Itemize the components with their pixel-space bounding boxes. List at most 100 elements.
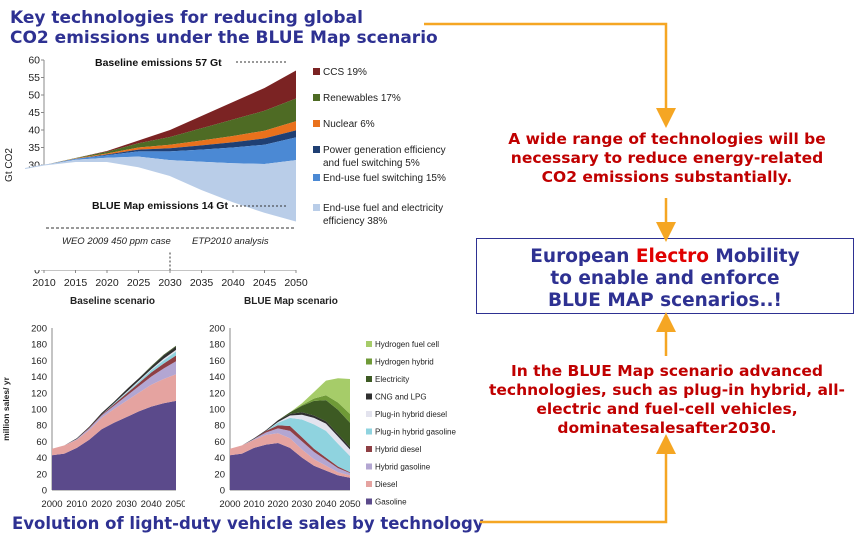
x-tick-label: 2010 (243, 499, 264, 510)
legend-swatch-0 (313, 68, 320, 75)
weo-annotation: WEO 2009 450 ppm case (62, 236, 171, 247)
legend-label-5: Plug-in hybrid diesel (375, 410, 447, 419)
emissions-wedge-4 (25, 137, 296, 169)
box-line-1: European Electro Mobility (477, 246, 853, 268)
y-tick-label: 0 (42, 486, 47, 497)
legend-label-1: Diesel (375, 480, 397, 489)
y-tick-label: 160 (209, 356, 225, 367)
right-text-bottom-line-1: In the BLUE Map scenario advanced (510, 362, 823, 380)
blue-map-line (25, 161, 297, 222)
legend-swatch-0 (366, 498, 372, 505)
x-tick-label: 2025 (127, 277, 151, 289)
bluemap-sales-chart: BLUE Map scenario02040608010012014016018… (209, 296, 456, 510)
y-tick-label: 55 (28, 72, 40, 84)
right-text-top: A wide range of technologies will be nec… (476, 130, 858, 187)
x-tick-label: 2040 (141, 499, 162, 510)
y-tick-label: 0 (34, 265, 40, 277)
legend-swatch-4 (313, 174, 320, 181)
y-axis-label: Gt CO2 (4, 148, 15, 182)
x-tick-label: 2030 (291, 499, 312, 510)
baseline-annotation: Baseline emissions 57 Gt (95, 57, 222, 69)
y-tick-label: 40 (214, 453, 225, 464)
y-tick-label: 20 (36, 469, 47, 480)
sales-area-2 (52, 361, 176, 449)
legend-swatch-6 (366, 393, 372, 400)
sales-area-2 (230, 428, 350, 476)
legend-swatch-9 (366, 341, 372, 347)
arrow-bottom (480, 434, 676, 524)
legend-label-0: CCS 19% (323, 67, 367, 78)
x-tick-label: 2040 (221, 277, 245, 289)
x-tick-label: 2010 (66, 499, 87, 510)
y-tick-label: 20 (214, 469, 225, 480)
y-tick-label: 200 (31, 324, 47, 335)
x-tick-label: 2045 (253, 277, 277, 289)
sales-area-1 (230, 433, 350, 478)
etp-annotation: ETP2010 analysis (192, 236, 269, 247)
y-tick-label: 140 (209, 372, 225, 383)
legend-label-3: Hybrid diesel (375, 445, 421, 454)
x-tick-label: 2050 (284, 277, 308, 289)
y-tick-label: 0 (220, 486, 225, 497)
y-tick-label: 40 (36, 453, 47, 464)
y-tick-label: 80 (214, 421, 225, 432)
legend-swatch-1 (313, 94, 320, 101)
legend-label-2: Nuclear 6% (323, 119, 375, 130)
chart-title: Baseline scenario (70, 296, 155, 307)
legend-swatch-3 (366, 446, 372, 452)
x-tick-label: 2040 (315, 499, 336, 510)
sales-area-0 (52, 400, 176, 490)
right-text-bottom-line-2: technologies, such as plug-in hybrid, al… (489, 381, 845, 399)
legend-label-3: Power generation efficiency (323, 145, 446, 156)
y-tick-label: 160 (31, 356, 47, 367)
right-text-bottom-line-4: dominatesalesafter2030. (557, 419, 777, 437)
legend-label-3: and fuel switching 5% (323, 158, 420, 169)
highlight-box: European Electro Mobility to enable and … (476, 238, 854, 314)
right-text-top-line-2: necessary to reduce energy-related (510, 149, 824, 167)
legend-label-7: Electricity (375, 375, 409, 384)
box-line-1-a: European (530, 246, 636, 267)
remaining-emissions-area (25, 161, 296, 270)
blue-annotation: BLUE Map emissions 14 Gt (92, 200, 228, 212)
x-tick-label: 2020 (267, 499, 288, 510)
y-tick-label: 30 (28, 160, 40, 172)
y-tick-label: 140 (31, 372, 47, 383)
sales-area-9 (230, 378, 350, 449)
x-tick-label: 2050 (339, 499, 360, 510)
x-tick-label: 2000 (41, 499, 62, 510)
emissions-chart: 0510152025303540455055602010201520202025… (4, 55, 446, 290)
y-tick-label: 100 (209, 405, 225, 416)
y-axis-label: million sales/ yr (1, 376, 11, 440)
bottom-title: Evolution of light-duty vehicle sales by… (12, 514, 484, 533)
legend-label-9: Hydrogen fuel cell (375, 340, 439, 349)
right-text-bottom: In the BLUE Map scenario advanced techno… (470, 362, 864, 438)
sales-area-5 (230, 414, 350, 456)
legend-swatch-4 (366, 428, 372, 435)
x-tick-label: 2030 (116, 499, 137, 510)
y-tick-label: 50 (28, 90, 40, 102)
x-tick-label: 2035 (190, 277, 214, 289)
box-line-1-b: Electro (635, 246, 709, 267)
legend-label-5: End-use fuel and electricity (323, 203, 443, 214)
y-tick-label: 60 (28, 55, 40, 67)
emissions-wedge-3 (25, 130, 296, 169)
right-text-top-line-1: A wide range of technologies will be (508, 130, 826, 148)
y-tick-label: 45 (28, 107, 40, 119)
y-tick-label: 60 (36, 437, 47, 448)
chart-title: BLUE Map scenario (244, 296, 338, 307)
sales-area-3 (52, 355, 176, 449)
sales-area-1 (52, 374, 176, 456)
sales-area-6 (52, 346, 176, 449)
legend-label-5: efficiency 38% (323, 216, 387, 227)
sales-area-4 (230, 417, 350, 473)
legend-label-0: Gasoline (375, 498, 407, 507)
legend-swatch-5 (313, 204, 320, 211)
emissions-wedge-1 (25, 98, 296, 169)
legend-label-1: Renewables 17% (323, 93, 401, 104)
legend-label-2: Hybrid gasoline (375, 463, 431, 472)
legend-swatch-1 (366, 481, 372, 487)
x-tick-label: 2030 (158, 277, 182, 289)
legend-label-4: Plug-in hybrid gasoline (375, 428, 456, 437)
y-tick-label: 180 (31, 340, 47, 351)
box-line-1-c: Mobility (708, 246, 800, 267)
